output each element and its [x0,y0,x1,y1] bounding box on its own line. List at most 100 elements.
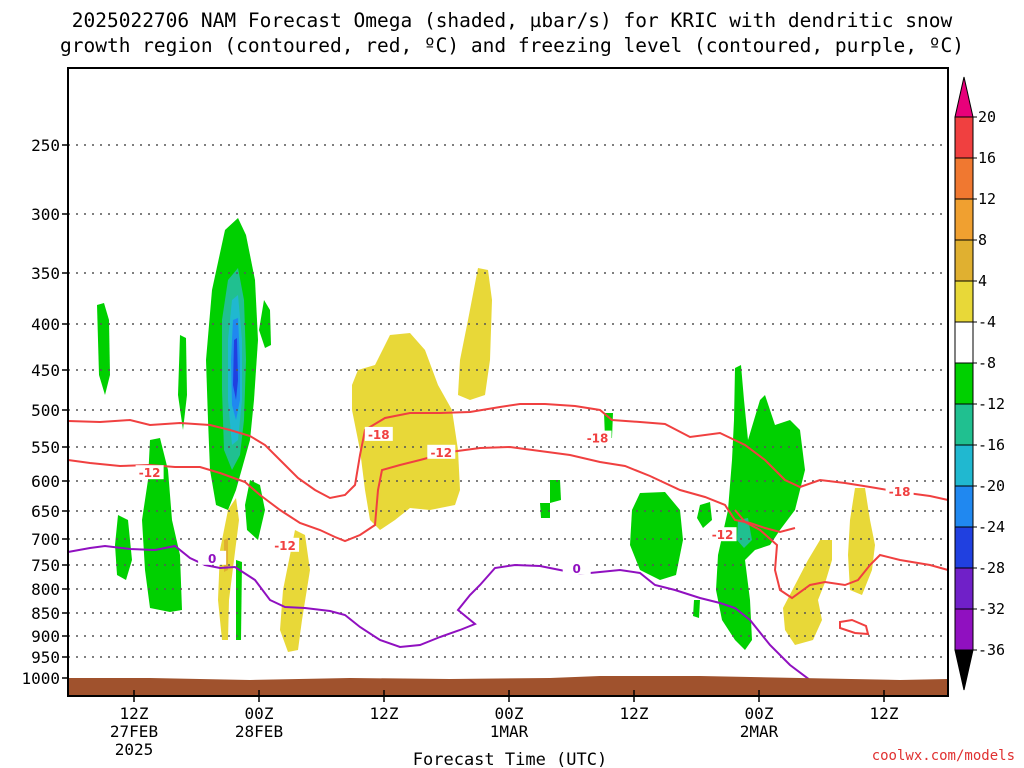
colorbar-label: -20 [978,477,1005,495]
omega-area-green [716,365,805,650]
contour-label-bg [583,430,612,445]
colorbar-label: -16 [978,436,1005,454]
contour-label-bg [198,550,227,565]
colorbar-label: 16 [978,149,996,167]
terrain-surface [68,676,948,696]
contour-label: -12 [712,528,734,542]
colorbar-segment [954,280,974,323]
y-tick-label: 700 [31,530,60,549]
y-axis: 250 300 350 400 450 500 550 600 650 700 750 800 850 9… [21,136,68,688]
x-tick-label: 00Z [495,704,524,723]
contour-label: -18 [587,432,609,446]
contour-line-minus12 [67,445,796,543]
colorbar-segment [954,157,974,200]
y-tick-label: 750 [31,556,60,575]
x-tick-date: 28FEB [235,722,283,741]
contour-line-minus18 [67,403,949,501]
colorbar-segment [954,362,974,405]
colorbar-top-arrow [954,76,974,118]
omega-area-yellow [458,268,492,400]
y-tick-label: 500 [31,401,60,420]
omega-area-green [178,335,187,430]
colorbar-bottom-arrow [954,649,974,691]
x-tick-label: 00Z [745,704,774,723]
x-tick-label: 12Z [120,704,149,723]
contour-label-bg [885,484,914,498]
contour-label-bg [708,527,737,542]
y-tick-label: 650 [31,502,60,521]
omega-area-teal [737,518,752,548]
x-tick-date: 2MAR [740,722,779,741]
omega-area-green [550,480,561,503]
colorbar-segment [954,239,974,282]
colorbar-label: -32 [978,600,1005,618]
x-tick-year: 2025 [115,740,154,759]
colorbar-label: -4 [978,313,996,331]
contour-label-bg [271,537,300,552]
y-tick-label: 850 [31,604,60,623]
colorbar-label: -8 [978,354,996,372]
colorbar-segment [954,567,974,610]
plot-area: -18 -18 -18 -12 -12 -12 -12 0 0 [67,67,949,697]
y-tick-label: 350 [31,264,60,283]
omega-area-green [259,300,271,348]
omega-area-yellow [280,530,310,652]
colorbar-label: -36 [978,641,1005,659]
colorbar-label: -12 [978,395,1005,413]
y-tick-label: 550 [31,438,60,457]
y-tick-label: 800 [31,580,60,599]
omega-area-green [142,438,182,612]
contour-label-bg [135,465,164,480]
colorbar-segment [954,403,974,446]
omega-area-green [236,560,242,640]
contour-label: -12 [139,466,161,480]
omega-area-green [697,502,712,528]
contour-line-minus12-small-loop [839,618,870,636]
contour-label: 0 [208,552,216,566]
colorbar-label: 8 [978,231,987,249]
colorbar-segment [954,608,974,651]
y-tick-label: 250 [31,136,60,155]
y-tick-label: 900 [31,627,60,646]
credit-text: coolwx.com/models [872,748,1015,764]
contour-label-bg [562,560,591,575]
y-tick-label: 400 [31,315,60,334]
x-tick-label: 00Z [245,704,274,723]
omega-area-green [540,503,550,518]
contour-label: -12 [430,446,452,460]
omega-area-green [693,600,700,618]
y-tick-label: 300 [31,205,60,224]
colorbar-label: -28 [978,559,1005,577]
contour-label-bg [364,426,393,441]
contour-labels: -18 -18 -18 -12 -12 -12 -12 0 0 [135,426,914,576]
colorbar-segment [954,116,974,159]
x-axis-label: Forecast Time (UTC) [413,750,607,768]
colorbar-label: -24 [978,518,1005,536]
colorbar-segment [954,321,974,364]
y-tick-label: 450 [31,361,60,380]
x-tick-label: 12Z [620,704,649,723]
y-tick-label: 1000 [21,669,60,688]
x-tick-date: 27FEB [110,722,158,741]
contour-label: 0 [573,562,581,576]
colorbar-segment [954,526,974,569]
y-tick-label: 950 [31,648,60,667]
omega-area-darkblue [233,338,238,400]
contour-label: -12 [274,539,296,553]
colorbar-label: 20 [978,108,996,126]
colorbar-segment [954,485,974,528]
contour-label-bg [427,444,456,459]
contour-label: -18 [889,485,911,499]
omega-area-green [97,303,110,395]
colorbar-label: 4 [978,272,987,290]
omega-area-yellow [218,498,239,640]
y-tick-label: 600 [31,472,60,491]
x-tick-date: 1MAR [490,722,529,741]
colorbar-label: 12 [978,190,996,208]
colorbar-segment [954,444,974,487]
contour-line-minus12-loop [734,509,949,600]
colorbar: 20 16 12 8 4 -4 -8 -12 -16 -20 -24 -28 -32 -36 [954,76,1005,691]
chart-title-line1: 2025022706 NAM Forecast Omega (shaded, µ… [72,9,953,32]
